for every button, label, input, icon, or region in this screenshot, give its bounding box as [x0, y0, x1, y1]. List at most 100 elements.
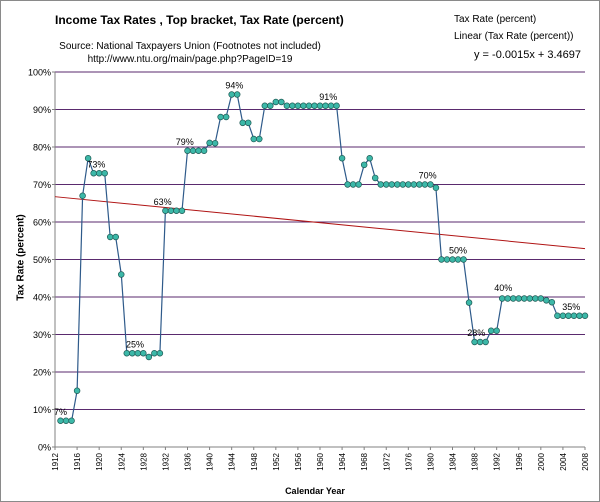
x-tick-label: 1912 — [51, 452, 60, 470]
data-point — [62, 417, 70, 425]
x-tick-label: 1980 — [426, 452, 435, 470]
x-tick-label: 1916 — [73, 452, 82, 470]
data-label: 25% — [126, 339, 144, 349]
x-tick-label: 2008 — [581, 452, 590, 470]
data-point — [90, 170, 97, 177]
data-point — [217, 113, 224, 121]
data-point — [112, 233, 119, 241]
data-point — [421, 181, 429, 188]
legend-label-linear: Linear (Tax Rate (percent)) — [454, 31, 574, 42]
data-point — [73, 387, 81, 395]
data-label: 63% — [154, 197, 172, 207]
data-point — [383, 181, 390, 188]
data-point — [388, 181, 396, 188]
y-tick-label: 0% — [38, 443, 51, 453]
y-tick-label: 20% — [33, 368, 51, 378]
x-tick-label: 2000 — [537, 452, 546, 470]
y-tick-label: 10% — [33, 405, 51, 415]
x-tick-label: 1952 — [272, 452, 281, 470]
data-point — [200, 147, 208, 155]
data-point — [559, 312, 567, 320]
data-point — [145, 353, 153, 361]
data-point — [228, 91, 235, 98]
data-label: 73% — [87, 159, 105, 169]
chart-title: Income Tax Rates , Top bracket, Tax Rate… — [55, 13, 344, 27]
data-point — [294, 102, 302, 109]
data-point — [222, 113, 230, 121]
y-tick-label: 40% — [33, 293, 51, 303]
data-point — [349, 181, 357, 188]
data-point — [410, 181, 418, 188]
data-point — [256, 135, 263, 143]
x-tick-label: 1976 — [404, 452, 413, 470]
x-tick-label: 1964 — [338, 452, 347, 470]
data-point — [322, 102, 329, 109]
trendline — [54, 196, 586, 250]
data-label: 35% — [562, 302, 580, 312]
x-tick-label: 1988 — [471, 452, 480, 470]
data-label: 50% — [449, 246, 467, 256]
data-point — [327, 102, 335, 109]
data-point — [68, 417, 75, 425]
x-tick-label: 1948 — [250, 452, 259, 470]
legend-item-linear: Linear (Tax Rate (percent)) — [428, 31, 598, 48]
source-line-1: Source: National Taxpayers Union (Footno… — [59, 41, 321, 52]
data-point — [570, 312, 578, 320]
x-tick-label: 1968 — [360, 452, 369, 470]
data-label: 7% — [54, 407, 67, 417]
data-point — [338, 155, 346, 162]
data-point — [129, 350, 136, 357]
data-point — [151, 350, 158, 357]
data-point — [84, 155, 92, 162]
data-point — [504, 295, 511, 302]
data-point — [267, 102, 274, 109]
data-point — [487, 327, 495, 335]
data-point — [305, 102, 313, 109]
data-point — [432, 184, 440, 192]
data-point — [454, 256, 462, 263]
x-tick-label: 1956 — [294, 452, 303, 470]
data-point — [482, 338, 489, 346]
data-point — [261, 102, 269, 109]
y-tick-label: 60% — [33, 218, 51, 228]
data-point — [537, 295, 545, 302]
data-label: 28% — [467, 328, 485, 338]
data-point — [526, 295, 534, 302]
data-point — [509, 295, 517, 302]
data-point — [377, 181, 384, 188]
data-point — [399, 181, 407, 188]
data-point — [554, 312, 561, 320]
y-tick-label: 90% — [33, 105, 51, 115]
chart-legend: Tax Rate (percent) Linear (Tax Rate (per… — [428, 14, 598, 48]
x-tick-label: 1984 — [449, 452, 458, 470]
data-point — [106, 233, 114, 241]
data-label: 94% — [225, 81, 243, 91]
data-point — [449, 256, 456, 263]
chart-source: Source: National Taxpayers Union (Footno… — [20, 40, 360, 66]
y-tick-label: 100% — [28, 68, 51, 78]
data-point — [394, 181, 401, 188]
data-point — [521, 295, 528, 302]
data-point — [206, 139, 213, 147]
data-point — [476, 338, 484, 346]
data-point — [427, 181, 434, 188]
data-point — [178, 207, 186, 215]
data-point — [443, 256, 451, 263]
data-label: 79% — [176, 137, 194, 147]
data-point — [581, 312, 589, 320]
data-point — [355, 181, 362, 188]
data-point — [300, 102, 307, 109]
y-tick-label: 30% — [33, 330, 51, 340]
data-point — [366, 155, 373, 162]
data-point — [95, 170, 103, 177]
data-point — [565, 312, 572, 320]
data-point — [184, 147, 191, 155]
data-point — [344, 181, 351, 188]
data-point — [173, 207, 180, 215]
data-point — [278, 98, 285, 106]
data-point — [515, 295, 522, 302]
x-axis-label: Calendar Year — [285, 486, 345, 496]
data-point — [211, 140, 219, 147]
y-tick-label: 80% — [33, 143, 51, 153]
